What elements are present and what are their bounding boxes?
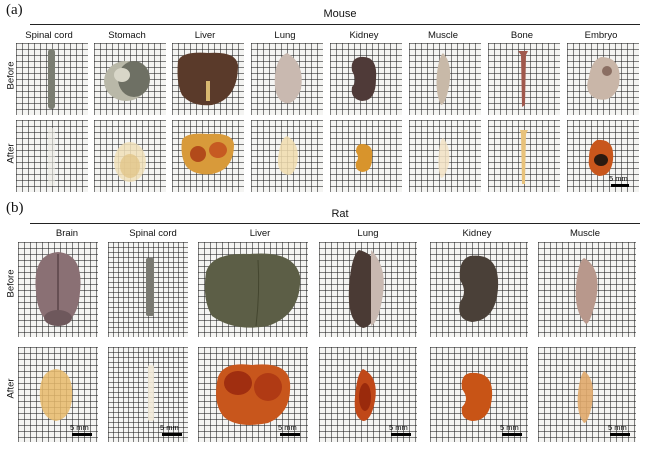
mouse-kidney-after (330, 120, 402, 192)
row-label-a-after: After (5, 143, 17, 164)
rat-spinal-cord-scale-bar (162, 433, 182, 436)
col-label-b-5: Muscle (569, 228, 601, 239)
rat-kidney-after: 5 mm (430, 347, 528, 442)
mouse-spinal-cord-after (16, 120, 88, 192)
mouse-bone-before (488, 43, 560, 115)
rat-muscle-scale-bar (610, 433, 630, 436)
panel-a-rule (30, 24, 640, 25)
col-label-b-0: Brain (55, 228, 79, 239)
rat-spinal-cord-scale-label: 5 mm (160, 423, 179, 432)
rat-brain-before (18, 242, 98, 337)
mouse-lung-before (251, 43, 323, 115)
mouse-muscle-after (409, 120, 481, 192)
col-label-b-2: Liver (249, 228, 271, 239)
rat-lung-before (319, 242, 417, 337)
col-label-a-7: Embryo (584, 30, 618, 41)
col-label-a-3: Lung (274, 30, 296, 41)
mouse-muscle-before (409, 43, 481, 115)
rat-brain-scale-bar (72, 433, 92, 436)
mouse-embryo-before (567, 43, 639, 115)
panel-b-title: Rat (331, 208, 349, 220)
mouse-liver-after (172, 120, 244, 192)
rat-brain-after: 5 mm (18, 347, 98, 442)
col-label-a-2: Liver (194, 30, 216, 41)
mouse-scale-label: 5 mm (609, 174, 628, 183)
rat-liver-before (198, 242, 308, 337)
mouse-embryo-after: 5 mm (567, 120, 639, 192)
rat-brain-scale-label: 5 mm (70, 423, 89, 432)
mouse-lung-after (251, 120, 323, 192)
mouse-scale-bar (611, 184, 629, 187)
col-label-a-5: Muscle (427, 30, 459, 41)
rat-spinal-cord-before (108, 242, 188, 337)
rat-kidney-before (430, 242, 528, 337)
rat-liver-scale-bar (280, 433, 300, 436)
row-label-b-before: Before (5, 269, 17, 298)
panel-a-title: Mouse (323, 8, 357, 20)
col-label-b-1: Spinal cord (129, 228, 177, 239)
col-label-b-4: Kidney (462, 228, 492, 239)
col-label-a-0: Spinal cord (25, 30, 73, 41)
rat-muscle-after: 5 mm (538, 347, 636, 442)
mouse-liver-before (172, 43, 244, 115)
col-label-a-4: Kidney (349, 30, 379, 41)
row-label-b-after: After (5, 378, 17, 399)
rat-lung-scale-bar (391, 433, 411, 436)
rat-lung-scale-label: 5 mm (389, 423, 408, 432)
mouse-stomach-after (94, 120, 166, 192)
rat-liver-after: 5 mm (198, 347, 308, 442)
panel-b-letter: (b) (6, 200, 24, 216)
rat-kidney-scale-bar (502, 433, 522, 436)
col-label-a-1: Stomach (108, 30, 146, 41)
rat-kidney-scale-label: 5 mm (500, 423, 519, 432)
mouse-bone-after (488, 120, 560, 192)
col-label-a-6: Bone (510, 30, 534, 41)
mouse-stomach-before (94, 43, 166, 115)
rat-spinal-cord-after: 5 mm (108, 347, 188, 442)
rat-muscle-before (538, 242, 636, 337)
rat-lung-after: 5 mm (319, 347, 417, 442)
mouse-spinal-cord-before (16, 43, 88, 115)
mouse-kidney-before (330, 43, 402, 115)
rat-muscle-scale-label: 5 mm (608, 423, 627, 432)
row-label-a-before: Before (5, 61, 17, 90)
panel-a-letter: (a) (6, 2, 23, 18)
panel-b-rule (30, 223, 640, 224)
col-label-b-3: Lung (357, 228, 379, 239)
rat-liver-scale-label: 5 mm (278, 423, 297, 432)
